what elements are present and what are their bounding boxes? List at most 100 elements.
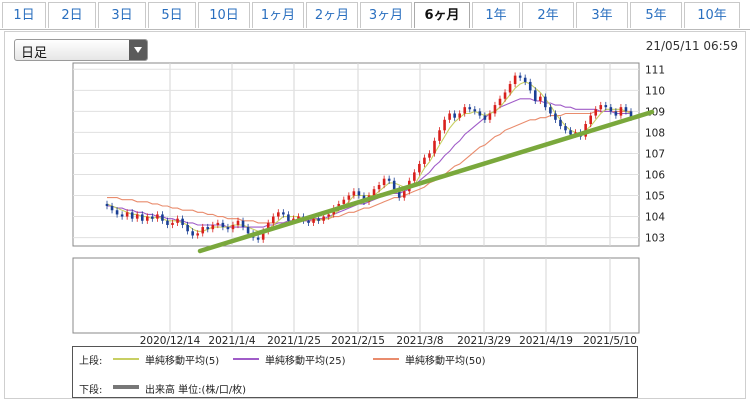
candle-body bbox=[246, 227, 250, 234]
tab-3[interactable]: 5日 bbox=[148, 2, 196, 28]
tab-11[interactable]: 3年 bbox=[576, 2, 628, 28]
y-tick-label: 110 bbox=[645, 85, 665, 97]
candle-body bbox=[402, 191, 406, 198]
candle-body bbox=[312, 218, 315, 223]
candle-body bbox=[120, 214, 124, 217]
candle-body bbox=[498, 98, 502, 106]
tab-4[interactable]: 10日 bbox=[198, 2, 250, 28]
legend-ma5: 単純移動平均(5) bbox=[145, 356, 220, 367]
interval-select-value: 日足 bbox=[21, 46, 48, 61]
candle-body bbox=[523, 77, 527, 82]
plot-frame bbox=[72, 62, 640, 247]
candle-body bbox=[196, 233, 199, 236]
candle-body bbox=[277, 212, 280, 217]
tab-12[interactable]: 5年 bbox=[630, 2, 682, 28]
tab-1[interactable]: 2日 bbox=[48, 2, 96, 28]
trend-line bbox=[197, 109, 655, 254]
candle-body bbox=[619, 107, 623, 116]
candle-body bbox=[463, 107, 467, 114]
chevron-down-icon[interactable] bbox=[129, 40, 147, 60]
candle-body bbox=[443, 119, 446, 131]
candle-body bbox=[322, 216, 325, 221]
candle-body bbox=[503, 92, 507, 99]
tab-6[interactable]: 2ヶ月 bbox=[306, 2, 358, 28]
candle-body bbox=[418, 163, 421, 173]
candle-body bbox=[357, 191, 361, 196]
legend-ma25-swatch bbox=[233, 358, 259, 360]
y-tick-label: 111 bbox=[645, 64, 665, 76]
candle-body bbox=[226, 227, 230, 230]
candle-body bbox=[549, 107, 552, 114]
x-tick-label: 2021/2/15 bbox=[331, 335, 385, 347]
candle-body bbox=[110, 206, 114, 211]
candle-body bbox=[191, 231, 194, 236]
candle-body bbox=[554, 113, 557, 120]
candle-body bbox=[413, 172, 416, 181]
candle-body bbox=[266, 222, 270, 232]
candle-body bbox=[216, 222, 220, 225]
candle-body bbox=[397, 189, 401, 198]
candle-body bbox=[297, 216, 300, 219]
tab-8[interactable]: 6ヶ月 bbox=[414, 2, 470, 28]
candle-body bbox=[292, 218, 295, 221]
y-tick-label: 108 bbox=[645, 127, 665, 139]
candle-body bbox=[493, 105, 497, 114]
legend-ma50-swatch bbox=[373, 358, 399, 360]
tab-2[interactable]: 3日 bbox=[98, 2, 146, 28]
candle-body bbox=[115, 210, 119, 215]
candle-body bbox=[151, 216, 154, 219]
candle-body bbox=[518, 75, 522, 78]
candle-body bbox=[271, 216, 275, 223]
candle-body bbox=[261, 231, 265, 240]
candle-body bbox=[453, 113, 456, 118]
candle-body bbox=[140, 214, 144, 221]
legend-upper-label: 上段: bbox=[79, 356, 103, 367]
candle-body bbox=[599, 105, 603, 110]
candle-body bbox=[423, 157, 426, 164]
candle-body bbox=[161, 214, 164, 221]
x-tick-label: 2021/3/8 bbox=[396, 335, 443, 347]
candle-body bbox=[105, 203, 109, 207]
ma50-line bbox=[107, 110, 631, 224]
tab-0[interactable]: 1日 bbox=[2, 2, 46, 28]
candle-body bbox=[282, 212, 285, 215]
candle-body bbox=[614, 111, 618, 116]
y-tick-label: 107 bbox=[645, 148, 665, 160]
candle-body bbox=[508, 84, 512, 93]
legend-ma25: 単純移動平均(25) bbox=[265, 356, 346, 367]
candle-body bbox=[428, 153, 431, 158]
candle-body bbox=[231, 224, 235, 230]
candle-body bbox=[125, 212, 129, 217]
candle-body bbox=[372, 189, 376, 196]
candle-body bbox=[539, 96, 542, 101]
tab-13[interactable]: 10年 bbox=[684, 2, 740, 28]
legend: 上段: 単純移動平均(5) 単純移動平均(25) 単純移動平均(50) 下段: … bbox=[72, 346, 638, 398]
candle-body bbox=[473, 109, 477, 112]
candle-body bbox=[544, 96, 547, 108]
candle-body bbox=[564, 126, 567, 131]
candle-body bbox=[146, 216, 149, 221]
tab-5[interactable]: 1ヶ月 bbox=[252, 2, 304, 28]
candle-body bbox=[569, 130, 572, 135]
candle-body bbox=[604, 105, 608, 108]
x-tick-label: 2021/3/29 bbox=[457, 335, 511, 347]
x-tick-label: 2020/12/14 bbox=[140, 335, 201, 347]
interval-select[interactable]: 日足 bbox=[14, 39, 148, 61]
tab-7[interactable]: 3ヶ月 bbox=[360, 2, 412, 28]
candle-body bbox=[483, 115, 487, 120]
legend-ma5-swatch bbox=[113, 358, 139, 360]
candle-body bbox=[287, 214, 290, 221]
tab-9[interactable]: 1年 bbox=[472, 2, 520, 28]
candle-body bbox=[130, 212, 134, 219]
candle-body bbox=[307, 220, 310, 223]
candle-body bbox=[533, 90, 537, 101]
candle-body bbox=[156, 214, 159, 219]
candle-body bbox=[166, 220, 169, 225]
candle-body bbox=[478, 111, 482, 116]
candle-body bbox=[468, 107, 472, 110]
legend-volume: 出来高 単位:(株/口/枚) bbox=[145, 385, 247, 396]
tab-10[interactable]: 2年 bbox=[522, 2, 574, 28]
candle-body bbox=[594, 109, 598, 116]
legend-ma50: 単純移動平均(50) bbox=[405, 356, 486, 367]
candle-body bbox=[377, 185, 381, 190]
